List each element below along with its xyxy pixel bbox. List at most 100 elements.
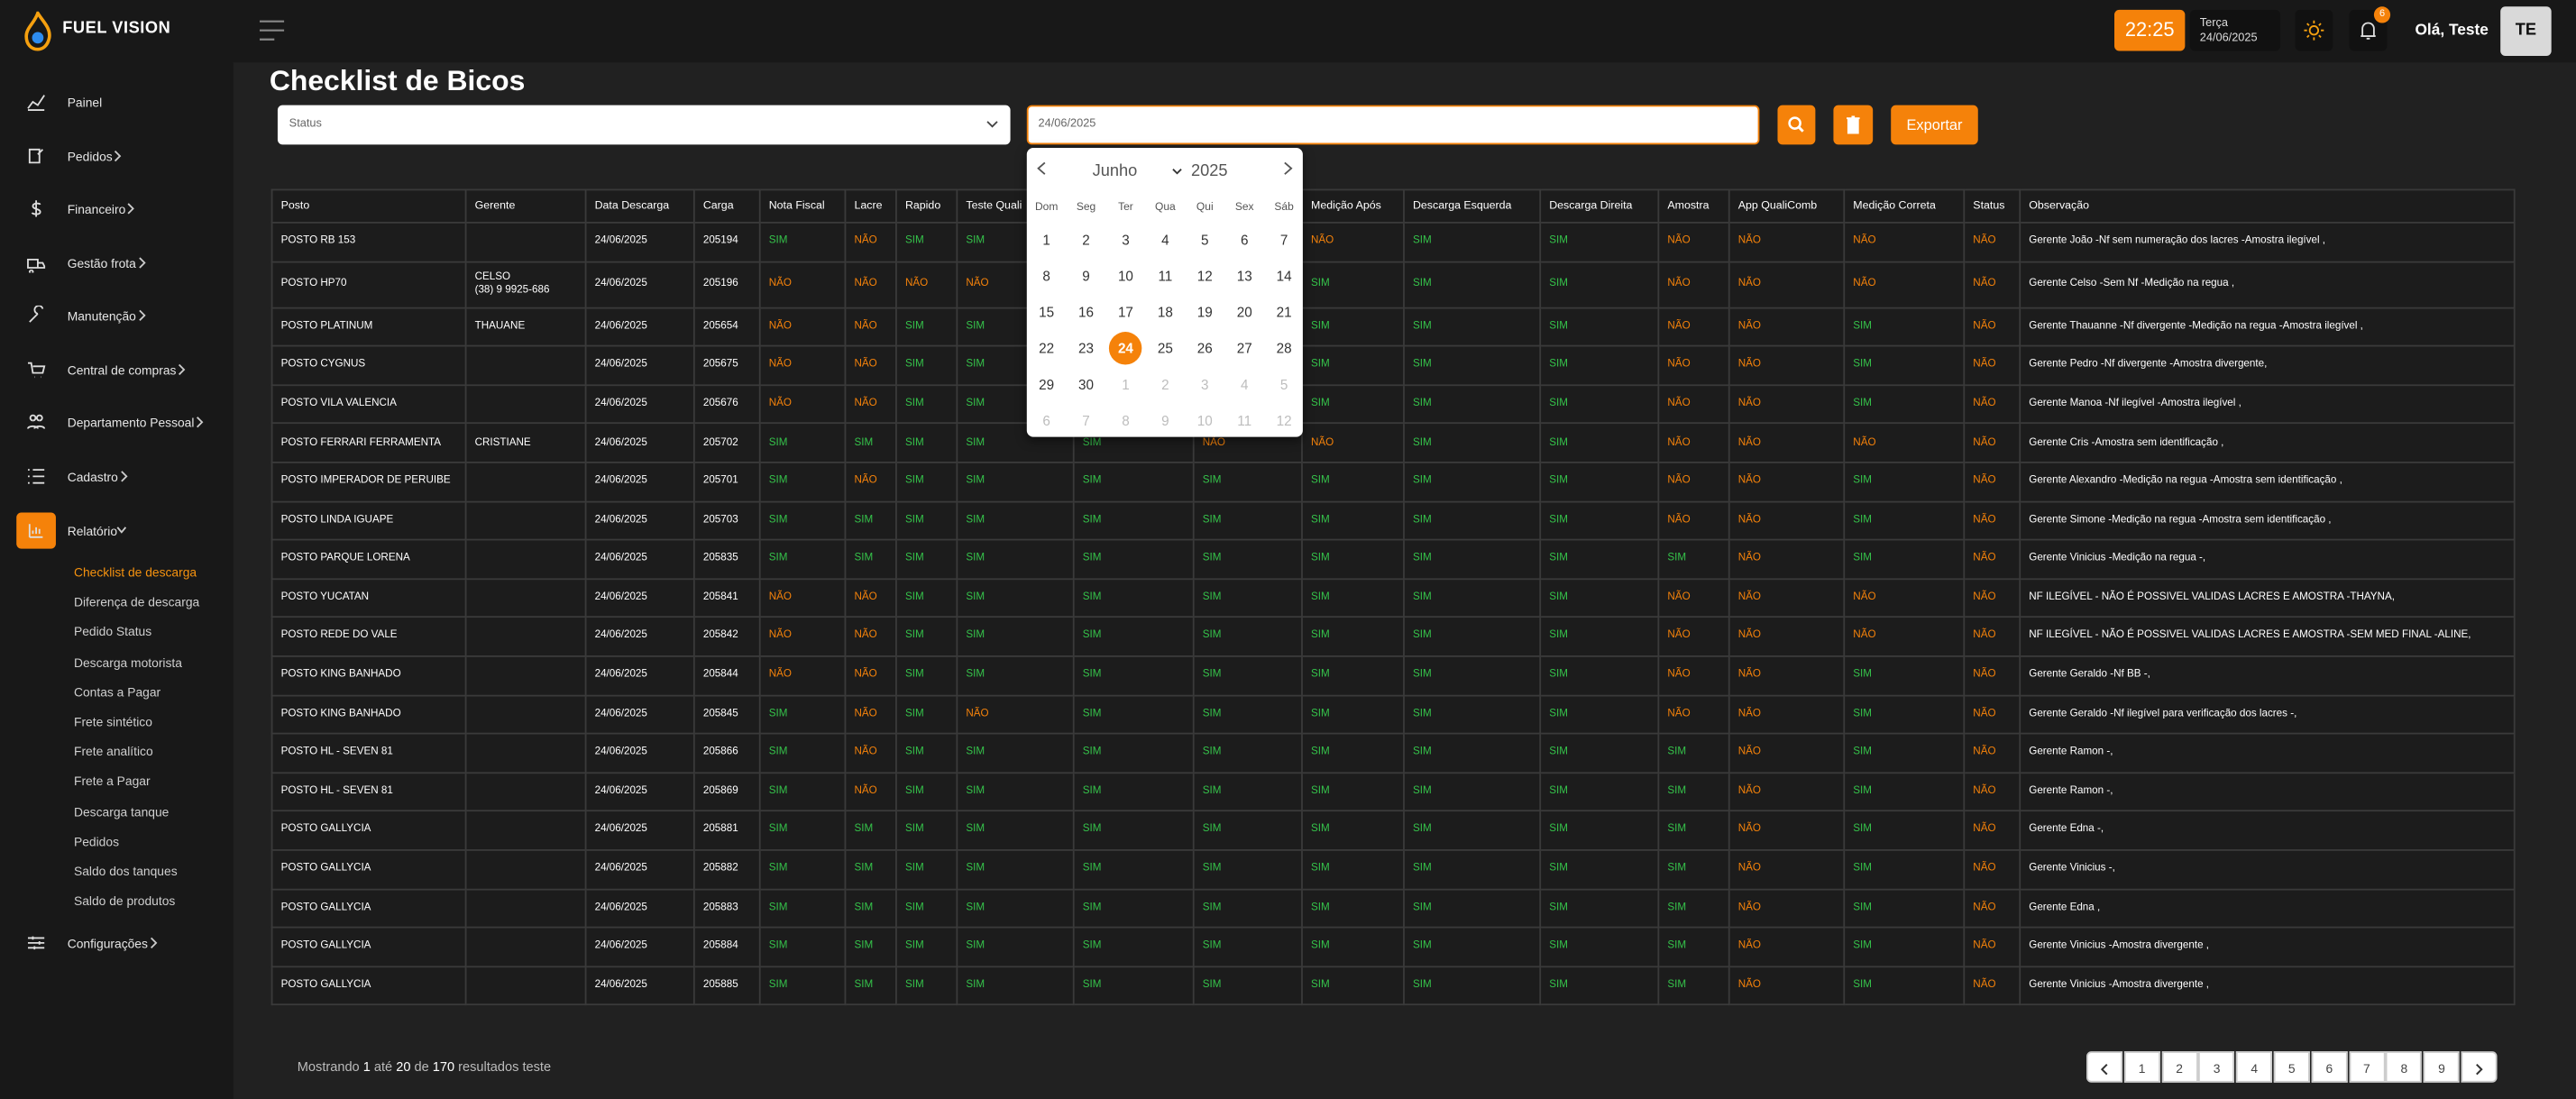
- calendar-day[interactable]: 1: [1042, 231, 1050, 249]
- submenu-item[interactable]: Descarga tanque: [73, 804, 170, 820]
- calendar-day[interactable]: 28: [1276, 340, 1292, 357]
- column-header[interactable]: Descarga Direita: [1539, 188, 1660, 224]
- calendar-day[interactable]: 3: [1122, 231, 1130, 249]
- calendar-day[interactable]: 17: [1117, 304, 1133, 321]
- search-button[interactable]: [1777, 105, 1816, 145]
- submenu-item[interactable]: Frete a Pagar: [73, 774, 151, 790]
- date-input[interactable]: 24/06/2025: [1026, 105, 1760, 145]
- calendar-day[interactable]: 1: [1122, 376, 1130, 393]
- column-header[interactable]: Medição Após: [1301, 188, 1405, 224]
- calendar-day[interactable]: 22: [1039, 340, 1055, 357]
- calendar-day[interactable]: 14: [1276, 267, 1292, 285]
- submenu-item[interactable]: Pedido Status: [73, 625, 152, 640]
- menu-item[interactable]: Manutenção: [16, 298, 220, 334]
- page-number[interactable]: 1: [2123, 1051, 2160, 1083]
- calendar-day[interactable]: 20: [1236, 304, 1252, 321]
- column-header[interactable]: Lacre: [844, 188, 897, 224]
- page-number[interactable]: 9: [2423, 1051, 2460, 1083]
- calendar-day[interactable]: 21: [1276, 304, 1292, 321]
- column-header[interactable]: Posto: [270, 188, 467, 224]
- submenu-item[interactable]: Checklist de descarga: [73, 564, 197, 581]
- calendar-day[interactable]: 27: [1236, 340, 1252, 357]
- calendar-day[interactable]: 25: [1157, 340, 1173, 357]
- calendar-day[interactable]: 3: [1201, 376, 1209, 393]
- menu-item[interactable]: Pedidos: [16, 138, 220, 174]
- calendar-day[interactable]: 2: [1082, 231, 1090, 249]
- menu-item[interactable]: Painel: [16, 84, 220, 120]
- calendar-day[interactable]: 30: [1078, 376, 1095, 393]
- prev-month[interactable]: [1035, 161, 1049, 176]
- submenu-item[interactable]: Saldo de produtos: [73, 893, 176, 909]
- calendar-day[interactable]: 18: [1157, 304, 1173, 321]
- menu-item[interactable]: Relatório: [16, 512, 220, 549]
- calendar-day[interactable]: 19: [1196, 304, 1213, 321]
- avatar[interactable]: TE: [2500, 6, 2552, 56]
- calendar-day[interactable]: 6: [1042, 412, 1050, 429]
- column-header[interactable]: Medição Correta: [1843, 188, 1966, 224]
- calendar-day[interactable]: 12: [1196, 267, 1213, 285]
- column-header[interactable]: App QualiComb: [1728, 188, 1846, 224]
- submenu-item[interactable]: Saldo dos tanques: [73, 864, 178, 879]
- page-number[interactable]: 3: [2198, 1051, 2235, 1083]
- notifications[interactable]: 6: [2349, 6, 2391, 51]
- column-header[interactable]: Nota Fiscal: [758, 188, 847, 224]
- theme-toggle[interactable]: [2295, 9, 2333, 51]
- calendar-day[interactable]: 9: [1161, 412, 1169, 429]
- calendar-day[interactable]: 6: [1240, 231, 1249, 249]
- calendar-day[interactable]: 5: [1201, 231, 1209, 249]
- calendar-day[interactable]: 7: [1082, 412, 1090, 429]
- calendar-day[interactable]: 16: [1078, 304, 1095, 321]
- calendar-day[interactable]: 12: [1276, 412, 1292, 429]
- submenu-item[interactable]: Frete sintético: [73, 714, 152, 729]
- calendar-day[interactable]: 8: [1042, 267, 1050, 285]
- calendar-day[interactable]: 10: [1117, 267, 1133, 285]
- calendar-day[interactable]: 13: [1236, 267, 1252, 285]
- submenu-item[interactable]: Frete analítico: [73, 744, 153, 760]
- calendar-day[interactable]: 9: [1082, 267, 1090, 285]
- calendar-day[interactable]: 29: [1039, 376, 1055, 393]
- calendar-day[interactable]: 7: [1279, 231, 1288, 249]
- calendar-day[interactable]: 2: [1161, 376, 1169, 393]
- next-month[interactable]: [1281, 161, 1295, 176]
- calendar-day[interactable]: 24: [1109, 332, 1142, 365]
- calendar-day[interactable]: 4: [1161, 231, 1169, 249]
- page-number[interactable]: 5: [2273, 1051, 2310, 1083]
- calendar-day[interactable]: 10: [1196, 412, 1213, 429]
- page-number[interactable]: 7: [2348, 1051, 2385, 1083]
- page-number[interactable]: 6: [2311, 1051, 2348, 1083]
- calendar-day[interactable]: 5: [1279, 376, 1288, 393]
- submenu-item[interactable]: Pedidos: [73, 834, 120, 849]
- calendar-day[interactable]: 26: [1196, 340, 1213, 357]
- calendar-day[interactable]: 4: [1240, 376, 1249, 393]
- calendar-day[interactable]: 8: [1122, 412, 1130, 429]
- menu-item[interactable]: Cadastro: [16, 458, 220, 494]
- calendar-day[interactable]: 11: [1158, 267, 1173, 285]
- column-header[interactable]: Amostra: [1657, 188, 1730, 224]
- menu-item[interactable]: Departamento Pessoal: [16, 404, 220, 440]
- calendar-day[interactable]: 11: [1237, 412, 1252, 429]
- submenu-item[interactable]: Diferença de descarga: [73, 594, 200, 610]
- submenu-item[interactable]: Descarga motorista: [73, 655, 182, 670]
- column-header[interactable]: Descarga Esquerda: [1403, 188, 1542, 224]
- month-select[interactable]: Junho: [1092, 162, 1138, 181]
- menu-item[interactable]: Gestão frota: [16, 244, 220, 280]
- page-number[interactable]: 8: [2386, 1051, 2423, 1083]
- column-header[interactable]: Observação: [2019, 188, 2516, 224]
- column-header[interactable]: Gerente: [464, 188, 587, 224]
- column-header[interactable]: Carga: [692, 188, 761, 224]
- prev-page[interactable]: [2086, 1051, 2123, 1083]
- export-button[interactable]: Exportar: [1891, 105, 1978, 145]
- next-page[interactable]: [2461, 1051, 2498, 1083]
- page-number[interactable]: 4: [2236, 1051, 2273, 1083]
- menu-item[interactable]: Financeiro: [16, 190, 220, 226]
- hamburger[interactable]: [259, 20, 285, 41]
- menu-item[interactable]: Central de compras: [16, 352, 220, 388]
- menu-item[interactable]: Configurações: [16, 925, 220, 961]
- column-header[interactable]: Status: [1963, 188, 2021, 224]
- column-header[interactable]: Data Descarga: [584, 188, 695, 224]
- calendar-day[interactable]: 15: [1039, 304, 1055, 321]
- submenu-item[interactable]: Contas a Pagar: [73, 684, 161, 700]
- column-header[interactable]: Rapido: [895, 188, 958, 224]
- year-input[interactable]: 2025: [1191, 162, 1228, 181]
- page-number[interactable]: 2: [2161, 1051, 2198, 1083]
